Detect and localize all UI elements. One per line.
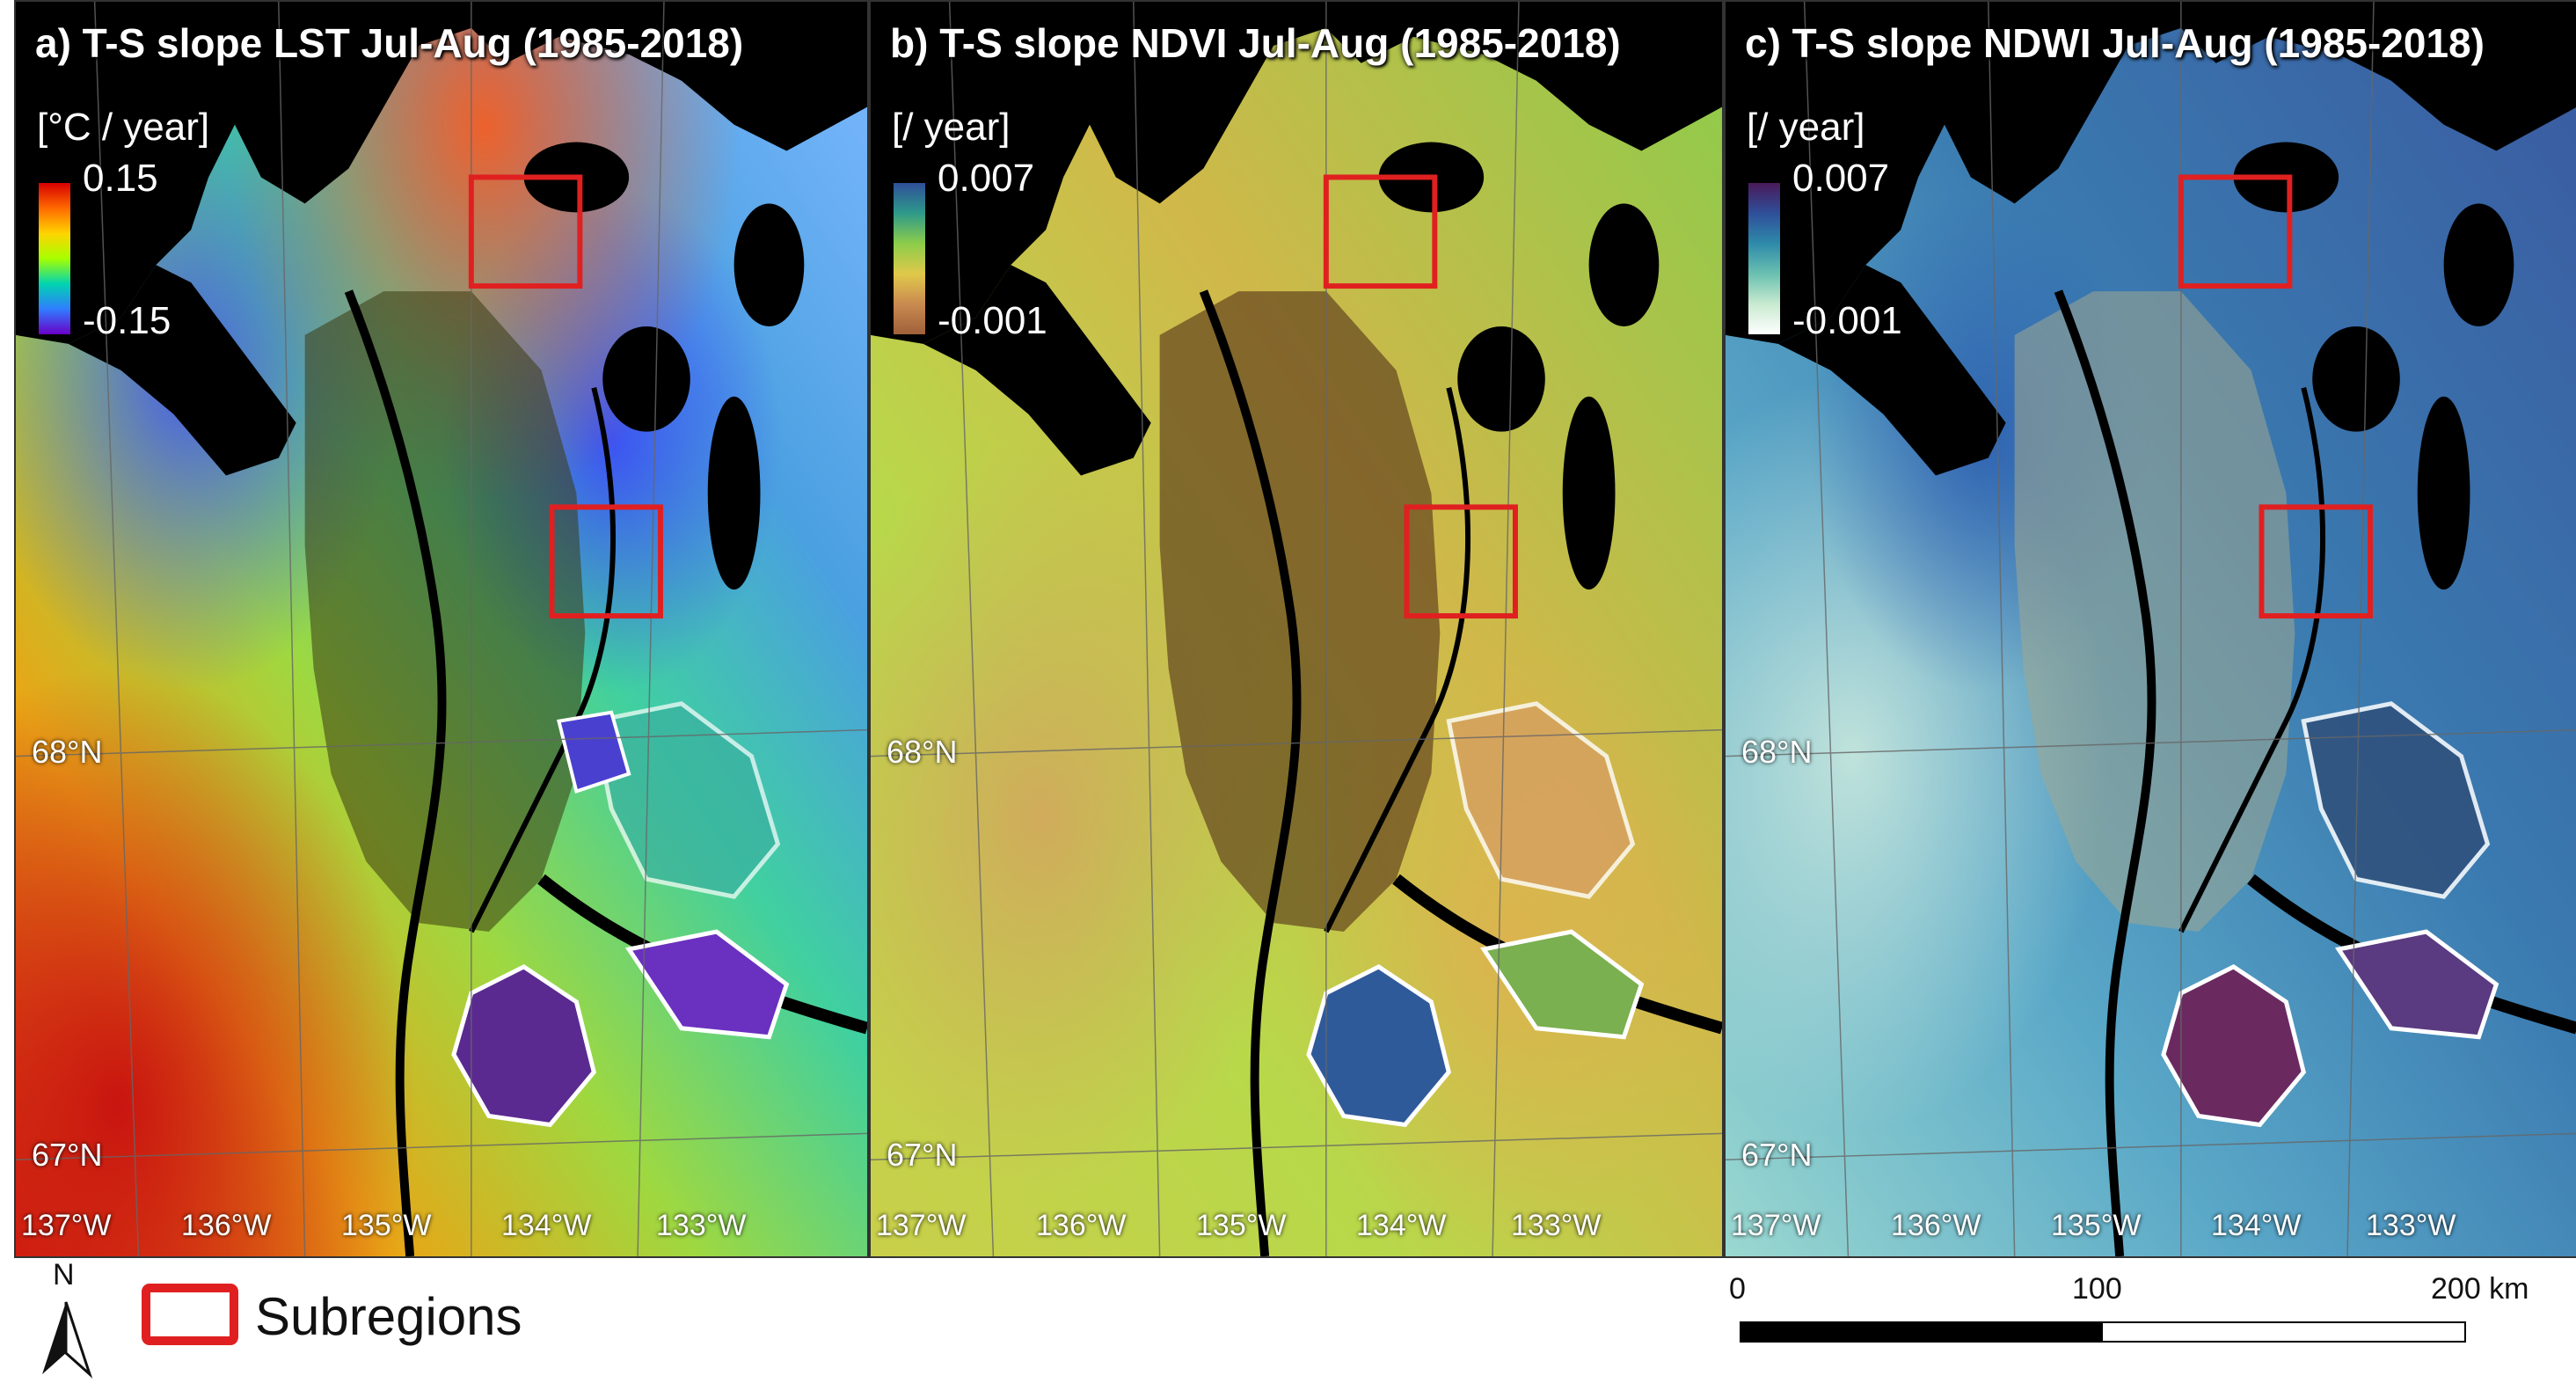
lon-label-133: 133°W	[1511, 1209, 1602, 1242]
map-panel-lst: a) T-S slope LST Jul-Aug (1985-2018) [°C…	[14, 0, 869, 1258]
lat-label-68: 68°N	[32, 734, 103, 770]
map-lst-raster	[16, 2, 867, 1256]
colorbar-unit: [°C / year]	[37, 106, 210, 149]
subregion-box-north	[468, 174, 583, 289]
subregion-box-north	[1323, 174, 1438, 289]
map-panel-ndwi: c) T-S slope NDWI Jul-Aug (1985-2018) [/…	[1724, 0, 2576, 1258]
scale-label-100: 100	[2072, 1272, 2122, 1306]
lon-label-137: 137°W	[1731, 1209, 1821, 1242]
legend	[42, 1284, 238, 1379]
colorbar-min: -0.001	[938, 299, 1047, 342]
lon-label-136: 136°W	[1036, 1209, 1127, 1242]
lat-label-68: 68°N	[1741, 734, 1813, 770]
lat-label-68: 68°N	[887, 734, 958, 770]
lon-label-135: 135°W	[341, 1209, 432, 1242]
colorbar-min: -0.001	[1792, 299, 1902, 342]
scale-bar-white	[2103, 1323, 2464, 1341]
lon-label-137: 137°W	[21, 1209, 112, 1242]
lon-label-134: 134°W	[2211, 1209, 2302, 1242]
map-ndvi-raster	[871, 2, 1722, 1256]
colorbar-unit: [/ year]	[1747, 106, 1865, 149]
north-label: N	[53, 1258, 75, 1292]
lon-label-133: 133°W	[656, 1209, 747, 1242]
subregion-box-east	[549, 504, 663, 619]
colorbar	[1748, 183, 1780, 334]
scale-label-0: 0	[1729, 1272, 1746, 1306]
lon-label-135: 135°W	[1196, 1209, 1287, 1242]
map-panel-ndvi: b) T-S slope NDVI Jul-Aug (1985-2018) [/…	[869, 0, 1724, 1258]
lat-label-67: 67°N	[887, 1137, 958, 1173]
lon-label-135: 135°W	[2051, 1209, 2142, 1242]
subregion-box-east	[2259, 504, 2373, 619]
lon-label-137: 137°W	[876, 1209, 967, 1242]
subregion-legend-icon	[142, 1284, 238, 1345]
colorbar	[894, 183, 925, 334]
colorbar	[39, 183, 70, 334]
lon-label-136: 136°W	[1891, 1209, 1981, 1242]
panel-title: a) T-S slope LST Jul-Aug (1985-2018)	[35, 20, 744, 66]
subregions-label: Subregions	[255, 1287, 522, 1346]
subregion-box-north	[2178, 174, 2293, 289]
subregion-box-east	[1404, 504, 1518, 619]
map-ndwi-raster	[1726, 2, 2576, 1256]
scale-bar	[1740, 1321, 2466, 1343]
lon-label-134: 134°W	[1356, 1209, 1447, 1242]
lon-label-134: 134°W	[501, 1209, 592, 1242]
colorbar-min: -0.15	[83, 299, 171, 342]
panel-title: c) T-S slope NDWI Jul-Aug (1985-2018)	[1745, 20, 2485, 66]
colorbar-max: 0.007	[1792, 157, 1890, 200]
scale-bar-black	[1741, 1323, 2103, 1341]
panel-title: b) T-S slope NDVI Jul-Aug (1985-2018)	[890, 20, 1621, 66]
colorbar-max: 0.15	[83, 157, 158, 200]
lat-label-67: 67°N	[32, 1137, 103, 1173]
scale-label-200: 200 km	[2431, 1272, 2529, 1306]
north-arrow-icon	[42, 1301, 93, 1379]
colorbar-max: 0.007	[938, 157, 1035, 200]
lon-label-133: 133°W	[2366, 1209, 2456, 1242]
colorbar-unit: [/ year]	[892, 106, 1011, 149]
lon-label-136: 136°W	[181, 1209, 272, 1242]
lat-label-67: 67°N	[1741, 1137, 1813, 1173]
